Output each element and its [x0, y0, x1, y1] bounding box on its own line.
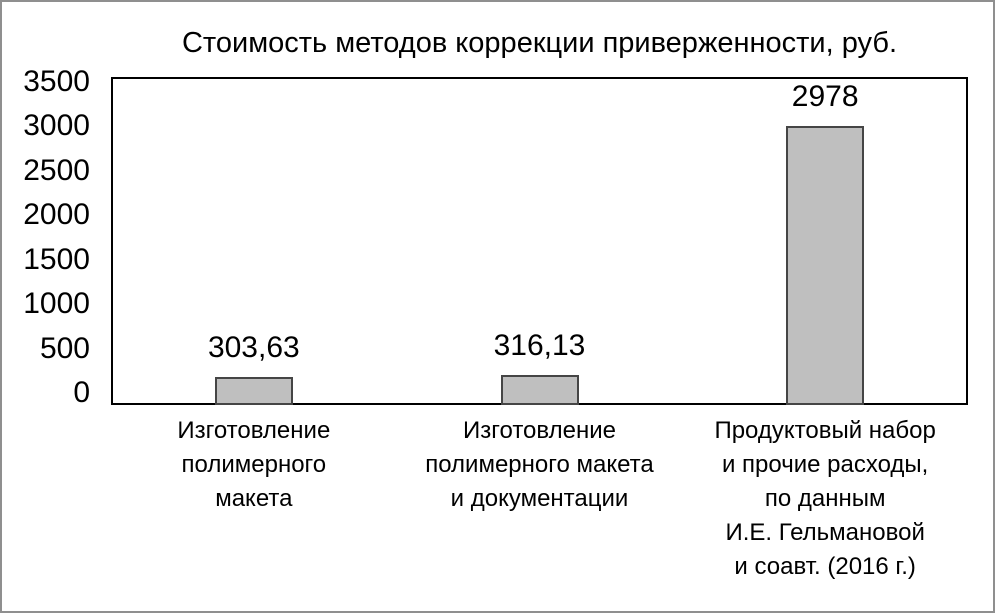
category-label: Изготовление полимерного макета и докуме… — [425, 417, 654, 512]
category-label: Продуктовый набор и прочие расходы, по д… — [714, 417, 936, 580]
chart-title: Стоимость методов коррекции приверженнос… — [181, 27, 898, 59]
bar — [786, 125, 865, 405]
y-tick-label: 0 — [73, 376, 90, 409]
bar-value-label: 316,13 — [493, 329, 586, 363]
y-tick-label: 2500 — [23, 153, 90, 187]
y-tick-label: 1000 — [23, 287, 90, 321]
bar — [500, 375, 579, 405]
y-tick-label: 1500 — [23, 242, 90, 276]
y-tick-label: 500 — [39, 331, 90, 365]
bar-value-label: 2978 — [791, 79, 859, 113]
y-tick-label: 2000 — [23, 198, 90, 232]
y-tick-label: 3000 — [23, 109, 90, 143]
bar-value-label: 303,63 — [207, 330, 300, 364]
y-tick-label: 3500 — [23, 65, 90, 98]
bar — [214, 376, 293, 405]
category-label: Изготовление полимерного макета — [177, 417, 331, 512]
